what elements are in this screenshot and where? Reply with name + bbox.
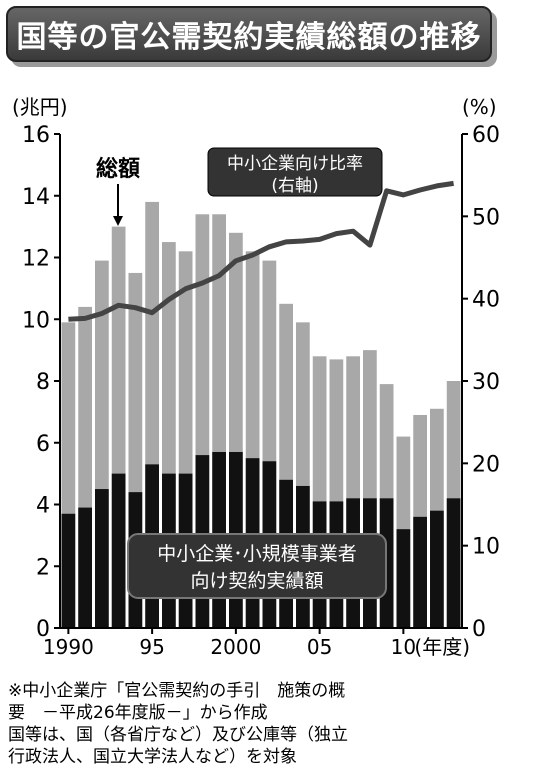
left-tick-label: 8 xyxy=(36,370,50,395)
left-tick-label: 14 xyxy=(22,185,50,210)
source-note-line-4: 行政法人、国立大学法人など）を対象 xyxy=(8,747,297,767)
ratio-label-line-2: (右軸) xyxy=(271,176,318,196)
x-tick-label: 2000 xyxy=(210,635,261,659)
small-business-bar xyxy=(111,473,126,628)
left-tick-label: 2 xyxy=(36,555,50,580)
chart-title-banner: 国等の官公需契約実績総額の推移 xyxy=(6,6,492,62)
small-business-bar xyxy=(446,498,461,628)
small-business-bar xyxy=(430,510,444,628)
left-tick-label: 16 xyxy=(22,123,50,148)
left-axis-unit: (兆円) xyxy=(12,95,68,119)
small-business-bar xyxy=(95,489,109,628)
total-annotation-arrowhead xyxy=(113,216,123,226)
x-tick-label: 1990 xyxy=(43,635,94,659)
small-business-bar xyxy=(396,529,411,628)
left-tick-label: 4 xyxy=(36,494,50,519)
small-business-bar xyxy=(78,507,92,628)
ratio-label-line-1: 中小企業向け比率 xyxy=(227,154,363,174)
right-axis-unit: (%) xyxy=(462,95,497,119)
right-tick-label: 60 xyxy=(472,123,500,148)
right-tick-label: 20 xyxy=(472,452,500,477)
left-tick-label: 12 xyxy=(22,247,50,272)
right-tick-label: 30 xyxy=(472,370,500,395)
right-tick-label: 10 xyxy=(472,535,500,560)
small-business-bar xyxy=(413,516,427,628)
total-annotation: 総額 xyxy=(96,156,140,182)
chart: 0 2 4 6 8 10 12 14 16 0 10 20 30 40 50 60 1990 95 2000 05 10… xyxy=(12,95,500,659)
x-tick-label: 95 xyxy=(139,635,164,659)
chart-title: 国等の官公需契約実績総額の推移 xyxy=(16,20,482,55)
small-business-label-box xyxy=(127,533,387,599)
x-tick-label: 10 xyxy=(391,635,416,659)
x-axis-unit: (年度) xyxy=(414,635,470,659)
left-tick-label: 10 xyxy=(22,308,50,333)
right-tick-label: 0 xyxy=(472,617,486,642)
small-business-label-line-1: 中小企業･小規模事業者 xyxy=(157,543,357,565)
ratio-line xyxy=(68,180,454,322)
source-note-line-3: 国等は、国（各省庁など）及び公庫等（独立 xyxy=(8,725,348,745)
ratio-label-box xyxy=(207,147,383,197)
source-note-line-1: ※中小企業庁「官公需契約の手引 施策の概 xyxy=(8,681,346,701)
small-business-label-line-2: 向け契約実績額 xyxy=(190,570,323,592)
right-tick-label: 40 xyxy=(472,288,500,313)
source-note-line-2: 要 －平成26年度版－」から作成 xyxy=(8,703,268,723)
left-tick-label: 0 xyxy=(36,617,50,642)
right-tick-label: 50 xyxy=(472,205,500,230)
small-business-bar xyxy=(61,513,76,628)
left-tick-label: 6 xyxy=(36,432,50,457)
x-tick-label: 05 xyxy=(307,635,332,659)
